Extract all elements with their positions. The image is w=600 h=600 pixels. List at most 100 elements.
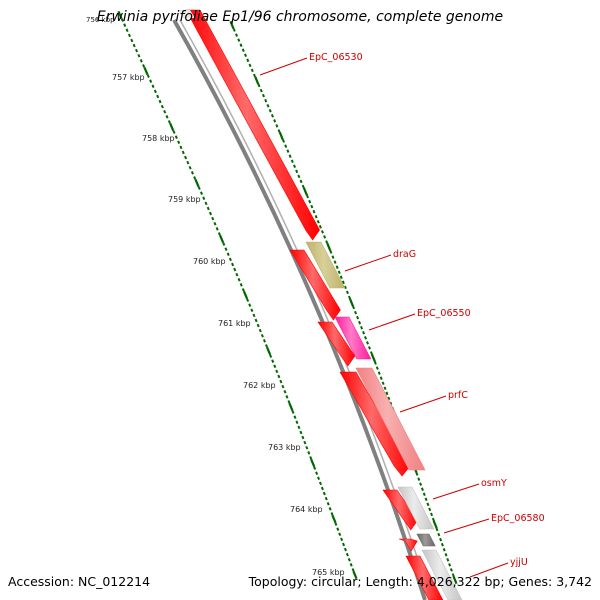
minor-tick xyxy=(287,400,291,404)
minor-tick xyxy=(146,74,150,78)
major-tick xyxy=(352,570,358,580)
minor-tick xyxy=(349,563,353,567)
minor-tick xyxy=(347,295,351,300)
minor-tick xyxy=(295,169,299,174)
minor-tick xyxy=(285,395,289,399)
tick-label: 757 kbp xyxy=(112,73,145,82)
minor-tick xyxy=(354,310,358,315)
minor-tick xyxy=(239,283,243,287)
minor-tick xyxy=(174,135,178,139)
minor-tick xyxy=(313,466,317,470)
minor-tick xyxy=(326,501,330,506)
minor-tick xyxy=(165,115,169,119)
minor-tick xyxy=(379,376,383,380)
minor-tick xyxy=(328,507,332,511)
minor-tick xyxy=(120,18,124,22)
minor-tick xyxy=(291,410,295,414)
gene-continuation xyxy=(178,10,195,18)
minor-tick xyxy=(430,512,434,517)
minor-tick xyxy=(248,303,252,307)
minor-tick xyxy=(253,73,257,78)
tick-label: 758 kbp xyxy=(142,134,175,143)
gene-red-inner-3 xyxy=(339,371,411,477)
minor-tick xyxy=(345,552,349,557)
minor-tick xyxy=(282,139,285,143)
minor-tick xyxy=(419,482,423,486)
minor-tick xyxy=(259,88,263,93)
major-tick xyxy=(310,458,316,468)
minor-tick xyxy=(246,58,250,63)
minor-tick xyxy=(177,140,181,145)
minor-tick xyxy=(283,389,287,394)
minor-tick xyxy=(213,221,217,226)
minor-tick xyxy=(239,43,243,47)
minor-tick xyxy=(317,476,321,481)
minor-tick xyxy=(254,318,258,323)
gene-label: osmY xyxy=(481,478,507,489)
minor-tick xyxy=(310,204,314,209)
minor-tick xyxy=(320,486,324,491)
minor-tick xyxy=(375,366,379,370)
major-tick xyxy=(302,187,308,196)
minor-tick xyxy=(241,288,245,292)
minor-tick xyxy=(303,440,307,445)
minor-tick xyxy=(415,472,419,476)
gene-labels: EpC_06530 draG EpC_06550 prfC osmY EpC_06580y… xyxy=(259,52,545,578)
major-tick xyxy=(348,298,355,307)
minor-tick xyxy=(440,542,444,547)
minor-tick xyxy=(420,487,424,491)
genome-stats-text: Topology: circular; Length: 4,026,322 bp… xyxy=(248,574,592,589)
minor-tick xyxy=(217,232,221,236)
minor-tick xyxy=(422,492,426,496)
backbone-line xyxy=(172,19,427,600)
minor-tick xyxy=(241,48,245,52)
minor-tick xyxy=(262,93,265,98)
minor-tick xyxy=(206,206,210,211)
minor-tick xyxy=(275,369,279,374)
major-tick xyxy=(229,20,235,30)
minor-tick xyxy=(231,262,235,267)
major-tick xyxy=(169,122,175,132)
minor-tick xyxy=(193,176,197,180)
minor-tick xyxy=(442,547,446,552)
minor-tick xyxy=(197,186,201,190)
minor-tick xyxy=(343,547,347,552)
minor-tick xyxy=(301,184,305,189)
minor-tick xyxy=(127,33,131,38)
minor-tick xyxy=(268,109,272,113)
tick-label: 765 kbp xyxy=(312,568,345,577)
gene-label: EpC_06530 xyxy=(309,52,363,63)
minor-tick xyxy=(295,420,299,425)
minor-tick xyxy=(190,171,194,175)
minor-tick xyxy=(308,199,312,204)
major-tick xyxy=(432,520,438,529)
minor-tick xyxy=(271,359,275,363)
minor-tick xyxy=(439,537,443,542)
minor-tick xyxy=(248,63,252,68)
minor-tick xyxy=(342,542,346,547)
major-tick xyxy=(288,402,294,412)
minor-tick xyxy=(323,235,327,239)
tick-label: 756 kbp xyxy=(86,16,115,24)
minor-tick xyxy=(448,563,452,567)
minor-tick xyxy=(356,315,360,320)
minor-tick xyxy=(338,532,342,537)
minor-tick xyxy=(334,522,338,526)
minor-tick xyxy=(130,38,134,43)
minor-tick xyxy=(286,149,290,153)
minor-tick xyxy=(351,568,355,572)
minor-tick xyxy=(297,174,301,179)
minor-tick xyxy=(275,124,279,128)
minor-tick xyxy=(222,242,226,246)
minor-tick xyxy=(301,435,305,440)
minor-tick xyxy=(381,381,385,385)
minor-tick xyxy=(367,346,371,350)
minor-tick xyxy=(125,28,129,33)
minor-tick xyxy=(257,83,261,88)
minor-tick xyxy=(262,339,266,343)
gene-osmy xyxy=(397,486,435,530)
minor-tick xyxy=(250,68,254,73)
minor-tick xyxy=(163,109,167,114)
minor-tick xyxy=(288,154,292,158)
minor-tick xyxy=(277,374,281,379)
